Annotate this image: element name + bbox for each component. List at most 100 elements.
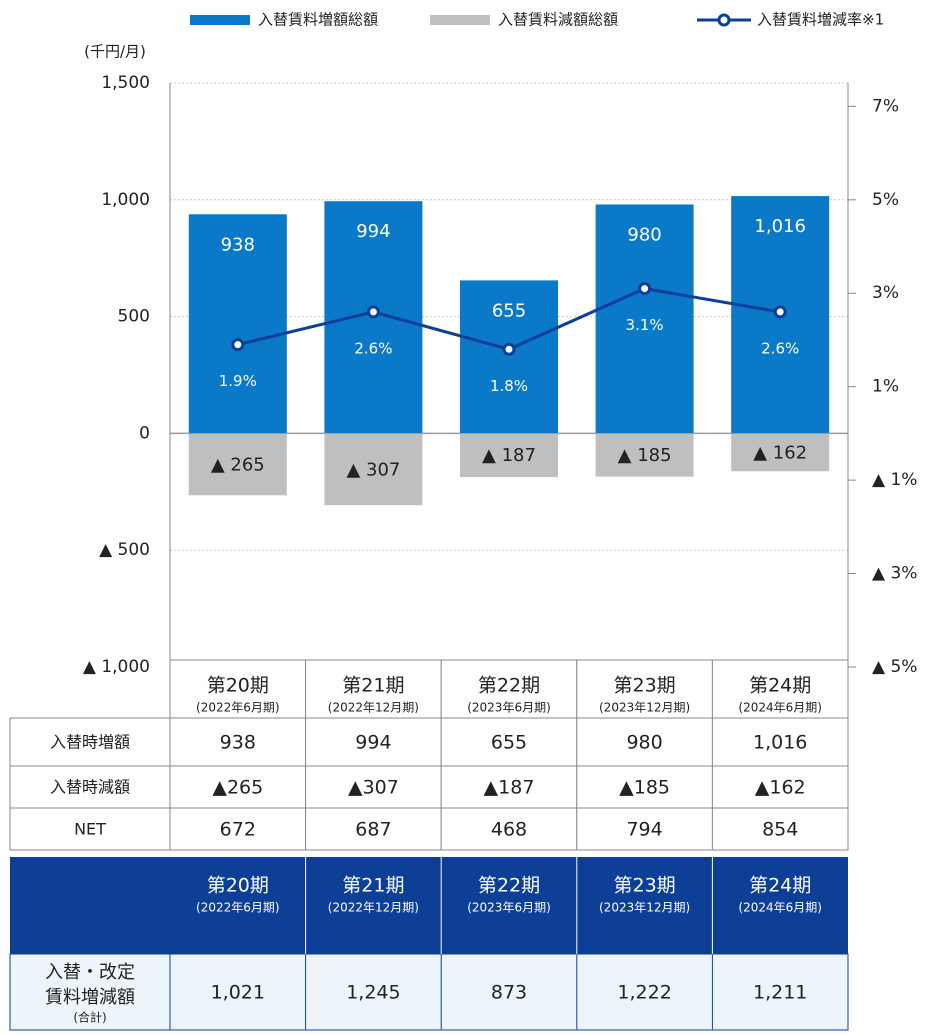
summary-category-sublabel: (2022年12月期) — [328, 901, 419, 915]
table-row-label: NET — [74, 820, 106, 839]
bar — [188, 214, 287, 434]
summary-category-label: 第22期 — [478, 875, 540, 897]
table-cell — [9, 717, 171, 767]
y2-tick-label: ▲ 1% — [872, 470, 917, 490]
y-tick-label: 1,500 — [101, 73, 150, 93]
legend-swatch — [430, 15, 490, 25]
summary-category-sublabel: (2022年6月期) — [196, 901, 280, 915]
bar — [460, 433, 558, 478]
table-value: 655 — [491, 732, 527, 754]
summary-category-sublabel: (2023年12月期) — [599, 901, 690, 915]
summary-body-bg — [9, 953, 849, 1031]
rate-value-label: 1.9% — [219, 372, 257, 390]
summary-value: 1,211 — [753, 982, 807, 1004]
table-value: ▲307 — [348, 777, 399, 799]
bar — [324, 433, 423, 506]
table-row-label: 入替時増額 — [50, 733, 130, 752]
legend-label: 入替賃料減額総額 — [498, 11, 618, 29]
y2-tick-label: ▲ 3% — [872, 564, 917, 584]
table-cell — [711, 807, 849, 851]
summary-value: 1,021 — [211, 982, 265, 1004]
bar — [595, 433, 694, 477]
rate-value-label: 2.6% — [354, 339, 392, 357]
bar-value-label: 938 — [221, 234, 255, 255]
table-row-label: 入替時減額 — [50, 778, 130, 797]
table-value: 1,016 — [753, 732, 807, 754]
table-cell — [169, 765, 307, 809]
legend-label: 入替賃料増額総額 — [258, 11, 378, 29]
rate-marker — [502, 342, 516, 356]
summary-value: 1,222 — [617, 982, 671, 1004]
rate-value-label: 3.1% — [626, 316, 664, 334]
table-value: 854 — [762, 819, 798, 841]
y-axis-unit: (千円/月) — [84, 43, 146, 61]
category-sublabel: (2024年6月期) — [738, 701, 822, 715]
table-value: 672 — [220, 819, 256, 841]
rate-value-label: 1.8% — [490, 377, 528, 395]
table-cell — [711, 765, 849, 809]
table-cell — [576, 717, 713, 767]
category-sublabel: (2022年12月期) — [328, 701, 419, 715]
summary-row-label: 賃料増減額 — [45, 987, 135, 1008]
table-value: 994 — [355, 732, 391, 754]
summary-category-label: 第24期 — [749, 875, 811, 897]
bar-value-label: ▲ 307 — [346, 459, 400, 480]
y-tick-label: 1,000 — [101, 190, 150, 210]
summary-category-sublabel: (2023年6月期) — [467, 901, 551, 915]
rate-marker — [773, 305, 787, 319]
table-value: 794 — [626, 819, 662, 841]
table-cell — [9, 765, 171, 809]
table-value: 938 — [220, 732, 256, 754]
category-cell — [711, 659, 849, 719]
rate-marker — [638, 282, 652, 296]
y2-tick-label: 3% — [872, 283, 899, 303]
y-tick-label: ▲ 500 — [99, 540, 150, 560]
rate-marker — [366, 305, 380, 319]
category-sublabel: (2023年12月期) — [599, 701, 690, 715]
bar-value-label: 655 — [492, 300, 526, 321]
summary-value: 873 — [491, 982, 527, 1004]
category-label: 第21期 — [342, 675, 404, 697]
summary-row-note: (合計) — [73, 1010, 106, 1025]
table-cell — [440, 807, 578, 851]
y2-tick-label: 1% — [872, 377, 899, 397]
category-cell — [169, 659, 307, 719]
table-value: 980 — [626, 732, 662, 754]
bar-value-label: ▲ 265 — [211, 454, 265, 475]
category-label: 第22期 — [478, 675, 540, 697]
summary-row-label: 入替・改定 — [45, 962, 135, 983]
y2-tick-label: ▲ 5% — [872, 657, 917, 677]
y-tick-label: 0 — [139, 423, 150, 443]
table-value: ▲185 — [619, 777, 670, 799]
summary-category-label: 第23期 — [614, 875, 676, 897]
bar — [595, 204, 694, 434]
summary-value: 1,245 — [346, 982, 400, 1004]
bar-value-label: 994 — [356, 221, 390, 242]
rate-value-label: 2.6% — [761, 339, 799, 357]
bar-value-label: ▲ 162 — [753, 442, 807, 463]
legend-label: 入替賃料増減率※1 — [757, 11, 884, 29]
y2-tick-label: 7% — [872, 96, 899, 116]
category-cell — [305, 659, 442, 719]
category-cell — [576, 659, 713, 719]
table-value: 687 — [355, 819, 391, 841]
category-label: 第20期 — [207, 675, 269, 697]
category-sublabel: (2022年6月期) — [196, 701, 280, 715]
bar — [188, 433, 287, 496]
table-value: 468 — [491, 819, 527, 841]
y2-tick-label: 5% — [872, 190, 899, 210]
summary-category-sublabel: (2024年6月期) — [738, 901, 822, 915]
table-cell — [576, 807, 713, 851]
bar-value-label: ▲ 185 — [618, 445, 672, 466]
bar-value-label: 980 — [627, 224, 661, 245]
category-label: 第24期 — [749, 675, 811, 697]
summary-category-label: 第20期 — [207, 875, 269, 897]
table-value: ▲162 — [755, 777, 806, 799]
bar-value-label: ▲ 187 — [482, 445, 536, 466]
summary-header-bg — [10, 857, 848, 954]
rate-marker — [231, 338, 245, 352]
table-cell — [305, 717, 442, 767]
table-cell — [711, 717, 849, 767]
summary-category-label: 第21期 — [342, 875, 404, 897]
